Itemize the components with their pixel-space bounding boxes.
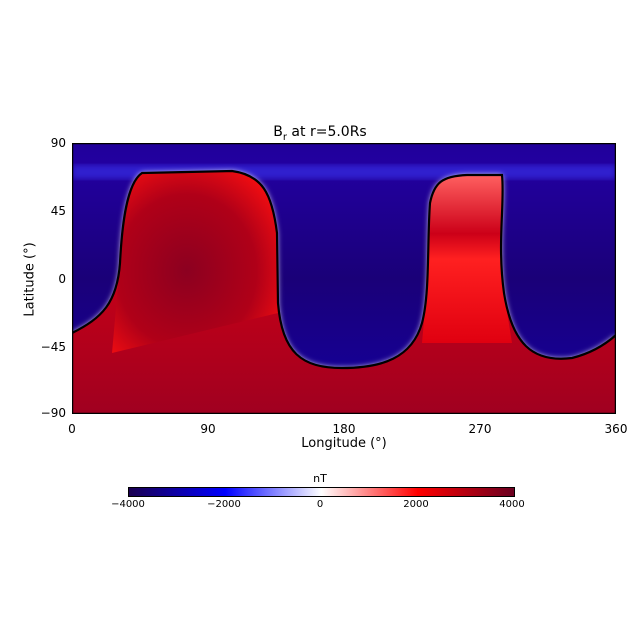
y-axis-label: Latitude (°): [22, 242, 38, 317]
colorbar-tick: −2000: [207, 499, 241, 510]
x-tick-label: 90: [200, 422, 216, 436]
colorbar-tick: 2000: [403, 499, 429, 510]
colorbar-tick: −4000: [111, 499, 145, 510]
chart-title: Br at r=5.0Rs: [273, 124, 367, 143]
y-tick-label: −90: [40, 406, 66, 420]
colorbar-tick: 0: [316, 499, 324, 510]
colorbar-tick: 4000: [499, 499, 525, 510]
x-tick-label: 0: [68, 422, 76, 436]
heatmap-plot: [72, 143, 616, 414]
x-tick-label: 360: [604, 422, 628, 436]
colorbar: [128, 487, 515, 497]
x-axis-label: Longitude (°): [301, 436, 387, 451]
zero-contour: [72, 169, 616, 370]
x-tick-label: 180: [332, 422, 356, 436]
x-tick-label: 270: [468, 422, 492, 436]
y-tick-label: −45: [40, 340, 66, 354]
y-tick-label: 0: [58, 272, 66, 286]
colorbar-label: nT: [313, 472, 327, 485]
y-tick-label: 90: [50, 136, 66, 150]
y-tick-label: 45: [50, 204, 66, 218]
